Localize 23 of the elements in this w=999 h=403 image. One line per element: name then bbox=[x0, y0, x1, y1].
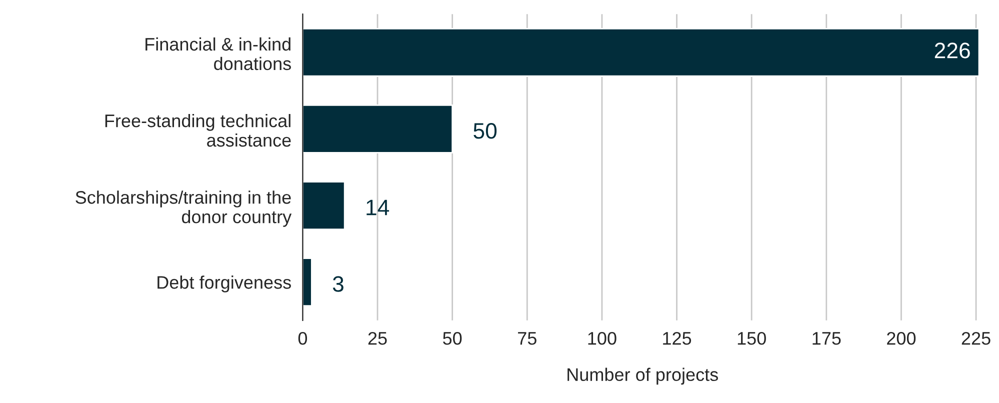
x-tick-label: 150 bbox=[738, 332, 766, 345]
bar bbox=[302, 104, 454, 154]
x-tick-label: 50 bbox=[443, 332, 462, 345]
y-tick-label: Financial & in-kind donations bbox=[146, 37, 291, 70]
bar bbox=[302, 258, 312, 307]
data-label: 3 bbox=[332, 276, 344, 292]
x-tick-label: 125 bbox=[663, 332, 692, 345]
x-tick-label: 225 bbox=[962, 332, 990, 345]
bar bbox=[302, 181, 346, 230]
data-label: 226 bbox=[934, 42, 970, 58]
x-tick-label: 100 bbox=[588, 332, 616, 345]
x-tick-label: 75 bbox=[518, 332, 536, 345]
y-tick-label: Free-standing technical assistance bbox=[105, 114, 291, 147]
y-tick-label: Scholarships/training in the donor country bbox=[76, 190, 292, 227]
x-axis-title: Number of projects bbox=[568, 368, 718, 385]
bar bbox=[302, 28, 980, 77]
data-label: 14 bbox=[366, 200, 390, 216]
x-tick-label: 25 bbox=[368, 332, 387, 345]
data-label: 50 bbox=[474, 123, 497, 139]
x-tick-label: 200 bbox=[887, 332, 916, 345]
y-tick-label: Debt forgiveness bbox=[158, 276, 291, 292]
x-tick-label: 0 bbox=[298, 332, 308, 345]
x-tick-label: 175 bbox=[812, 332, 841, 345]
